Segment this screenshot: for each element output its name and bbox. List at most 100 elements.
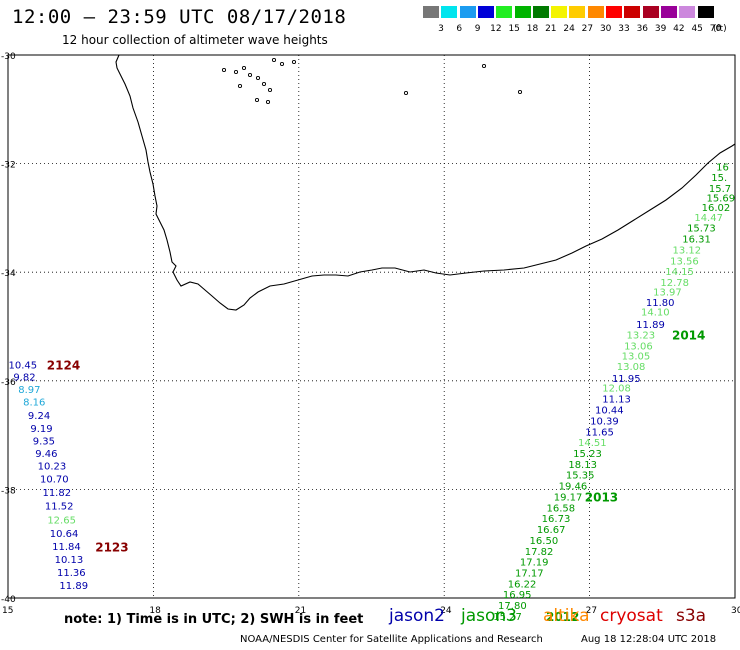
scale-label: 21 (545, 24, 557, 34)
wave-height-value: 10.39 (590, 416, 619, 427)
scale-swatch (441, 6, 458, 18)
wave-height-value: 14.10 (641, 307, 670, 318)
wave-height-value: 18.13 (568, 460, 597, 471)
scale-swatch (423, 6, 439, 18)
island (291, 59, 297, 65)
wave-height-value: 14.47 (694, 213, 723, 224)
map-subtitle: 12 hour collection of altimeter wave hei… (62, 33, 328, 47)
wave-height-value: 19.46 (559, 482, 588, 493)
wave-height-value: 10.23 (38, 462, 67, 473)
scale-label: 15 (508, 24, 520, 34)
island (221, 67, 227, 73)
island (279, 61, 285, 67)
scale-label: 42 (673, 24, 685, 34)
scale-label: 36 (636, 24, 649, 34)
island (403, 90, 409, 96)
wave-height-value: 11.89 (59, 581, 88, 592)
wave-height-value: 12.08 (602, 383, 631, 394)
scale-swatch (532, 6, 549, 18)
scale-swatch (587, 6, 604, 18)
timestamp-text: Aug 18 12:28:04 UTC 2018 (581, 634, 717, 645)
island (271, 57, 277, 63)
wave-height-value: 10.70 (40, 475, 69, 486)
scale-label: 12 (490, 24, 502, 34)
longitude-tick-label: 27 (586, 606, 597, 616)
scale-label: 70 (709, 24, 722, 34)
scale-swatch (551, 6, 568, 18)
wave-height-value: 9.46 (35, 449, 57, 460)
longitude-tick-label: 21 (295, 606, 306, 616)
wave-height-value: 11.82 (42, 488, 71, 499)
scale-label: 27 (581, 24, 594, 34)
wave-height-value: 17.80 (498, 601, 527, 612)
wave-height-value: 12.78 (660, 278, 689, 289)
wave-height-value: 16.95 (503, 590, 532, 601)
wave-height-value: 16.22 (508, 579, 537, 590)
credit-text: NOAA/NESDIS Center for Satellite Applica… (240, 634, 543, 645)
wave-height-value: 15.27 (493, 612, 522, 623)
scale-swatch (642, 6, 659, 18)
wave-height-value: 15. (711, 173, 727, 184)
latitude-tick-label: -34 (1, 269, 16, 279)
wave-height-value: 9.19 (30, 424, 52, 435)
wave-height-value: 16.50 (530, 536, 559, 547)
wave-height-value: 15.7 (709, 184, 731, 195)
wave-height-value: 9.35 (33, 437, 55, 448)
scale-label: 18 (526, 24, 539, 34)
wave-height-value: 14.15 (665, 267, 694, 278)
island (517, 89, 523, 95)
legend-item-altika: altika (543, 606, 590, 626)
wave-height-value: 11.65 (585, 427, 614, 438)
island (481, 63, 487, 69)
wave-height-value: 11.84 (52, 542, 81, 553)
scale-swatch (679, 6, 696, 18)
wave-height-value: 16 (716, 162, 729, 173)
wave-height-value: 17.19 (520, 558, 549, 569)
legend-item-jason2: jason2 (389, 606, 445, 626)
wave-height-value: 15.73 (687, 224, 716, 235)
wave-height-value: 9.82 (13, 372, 35, 383)
latitude-tick-label: -32 (1, 161, 16, 171)
scale-label: 24 (563, 24, 575, 34)
wave-height-value: 13.08 (617, 362, 646, 373)
longitude-tick-label: 18 (149, 606, 161, 616)
island (247, 72, 253, 78)
scale-swatch (697, 6, 714, 18)
wave-height-value: 9.24 (28, 411, 50, 422)
wave-height-value: 16.31 (682, 235, 711, 246)
wave-height-value: 13.23 (626, 331, 655, 342)
longitude-tick-label: 24 (440, 606, 452, 616)
wave-height-value: 11.36 (57, 568, 86, 579)
latitude-tick-label: -38 (1, 486, 16, 496)
pass-number-label: 2124 (47, 359, 80, 373)
wave-height-value: 13.05 (622, 351, 651, 362)
wave-height-value: 8.16 (23, 397, 45, 408)
island (254, 97, 260, 103)
longitude-tick-label: 15 (2, 606, 13, 616)
wave-height-value: 16.67 (537, 525, 566, 536)
island (261, 81, 267, 87)
wave-height-value: 19.17 (554, 492, 583, 503)
wave-height-value: 16.73 (542, 514, 571, 525)
map-title: 12:00 – 23:59 UTC 08/17/2018 (12, 6, 347, 28)
island (241, 65, 247, 71)
wave-height-value: 11.95 (612, 374, 641, 385)
wave-height-value: 11.13 (602, 395, 631, 406)
scale-swatch (514, 6, 531, 18)
island (265, 99, 271, 105)
wave-height-value: 15.23 (573, 449, 602, 460)
wave-height-value: 15.35 (566, 471, 595, 482)
island (233, 69, 239, 75)
wave-height-value: 17.17 (515, 568, 544, 579)
scale-label: 30 (599, 24, 612, 34)
scale-label: 9 (474, 24, 481, 34)
latitude-tick-label: -36 (1, 378, 16, 388)
pass-number-label: 2123 (95, 540, 128, 554)
latitude-tick-label: -40 (1, 595, 16, 605)
scale-swatch (477, 6, 494, 18)
wave-height-value: 10.64 (50, 529, 79, 540)
wave-height-value: 17.82 (525, 547, 554, 558)
wave-height-value: 8.97 (18, 385, 40, 396)
wave-height-value: 13.06 (624, 342, 653, 353)
